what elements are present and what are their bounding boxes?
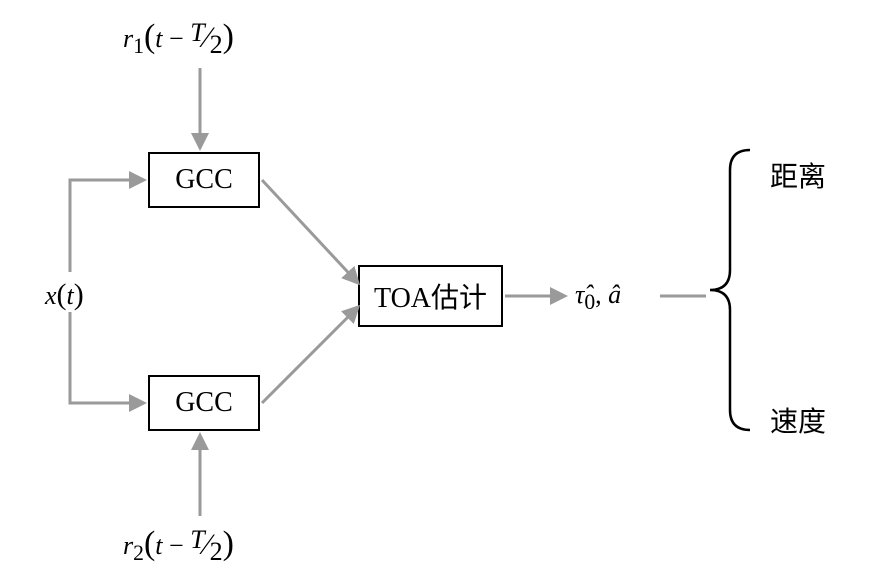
curly-brace (710, 150, 750, 430)
input-bottom-label: r2(t − T⁄2) (123, 525, 234, 566)
edge (262, 180, 358, 283)
toa-box: TOA估计 (358, 265, 503, 327)
speed-label: 速度 (770, 400, 826, 440)
edge (262, 307, 358, 403)
input-top-label: r1(t − T⁄2) (123, 18, 234, 59)
brace-group (710, 150, 750, 430)
x-t-label: x(t) (45, 278, 84, 312)
gcc-bottom-box: GCC (148, 375, 260, 431)
toa-label: TOA估计 (374, 276, 487, 316)
tau-a-label: τ̂0, â (575, 280, 621, 315)
gcc-top-box: GCC (148, 152, 260, 208)
gcc-top-label: GCC (175, 164, 233, 196)
edge (70, 312, 144, 403)
gcc-bottom-label: GCC (175, 387, 233, 419)
edge (70, 180, 144, 272)
distance-label: 距离 (770, 155, 826, 195)
